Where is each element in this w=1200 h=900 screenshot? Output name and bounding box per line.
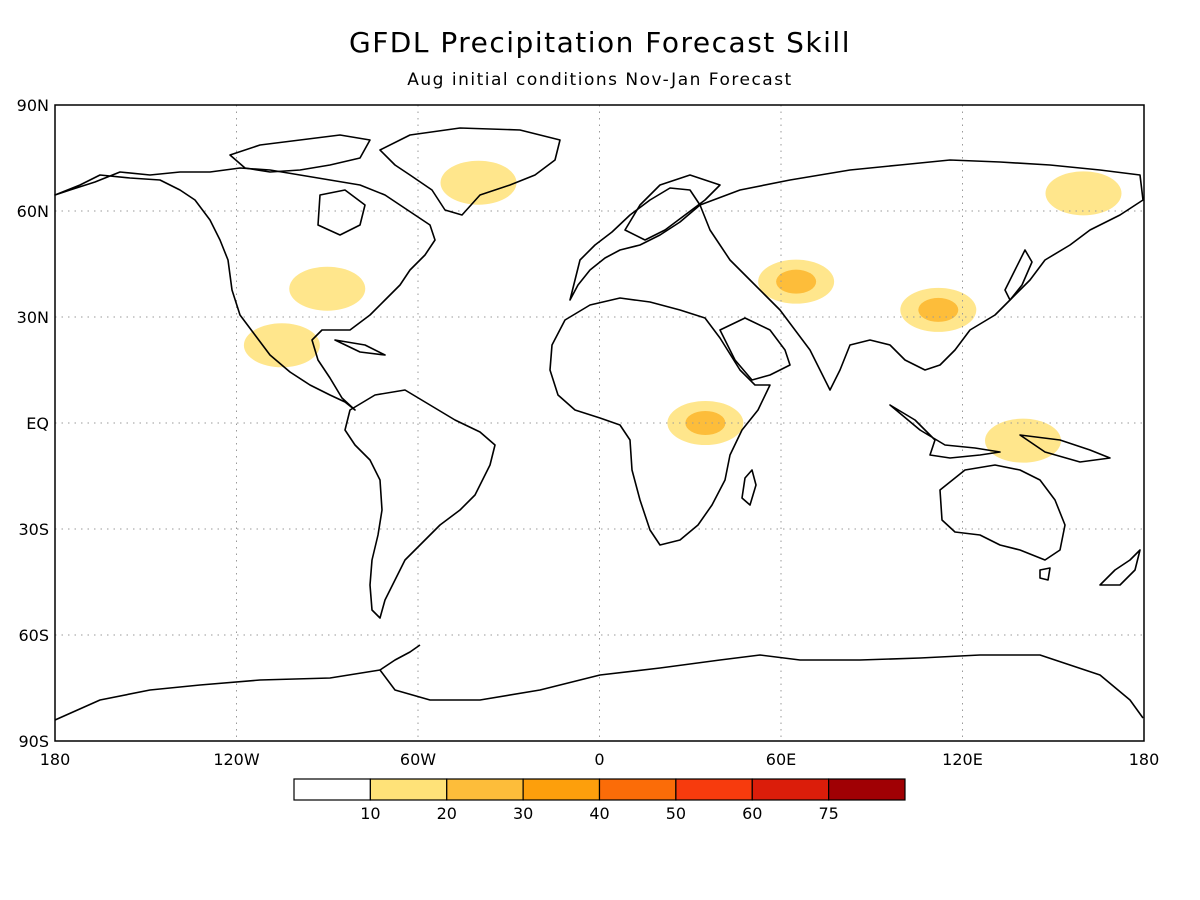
skill-patch-core-central-asia — [776, 269, 817, 294]
colorbar-swatch — [369, 778, 448, 801]
coastline-scandinavia — [624, 174, 721, 241]
colorbar-swatch — [675, 778, 753, 801]
coastline-new-zealand — [1099, 549, 1141, 586]
coastline-new-guinea — [1019, 434, 1111, 463]
skill-patch-mexico — [243, 323, 320, 368]
map-title: GFDL Precipitation Forecast Skill — [349, 26, 851, 59]
coastline-europe — [569, 187, 701, 301]
coastline-greenland — [379, 127, 561, 216]
colorbar-tick-label: 60 — [742, 804, 762, 823]
longitude-labels: 180 120W 60W 0 60E 120E 180 — [40, 750, 1160, 769]
colorbar-swatch — [828, 778, 906, 801]
colorbar-swatch — [522, 778, 601, 801]
lat-label: 30N — [17, 308, 49, 327]
colorbar-tick-label: 20 — [437, 804, 457, 823]
coastline-antarctica — [54, 654, 1144, 721]
coastline-arctic-islands — [229, 134, 371, 173]
colorbar: 10 20 30 40 50 60 75 — [293, 778, 906, 823]
skill-patch-north-america-east — [289, 266, 366, 311]
colorbar-swatch — [598, 778, 677, 801]
skill-patch-core-china — [918, 297, 959, 322]
colorbar-tick-label: 75 — [818, 804, 838, 823]
lon-label: 120E — [942, 750, 983, 769]
skill-patch-greenland — [440, 160, 517, 205]
map-subtitle: Aug initial conditions Nov-Jan Forecast — [407, 70, 793, 90]
latitude-labels: 90N 60N 30N EQ 30S 60S 90S — [17, 96, 49, 751]
colorbar-tick-label: 50 — [666, 804, 686, 823]
coastline-arabia — [719, 317, 791, 381]
coastline-indonesia — [889, 404, 1001, 459]
lon-label: 60W — [400, 750, 436, 769]
coastline-north-america — [54, 167, 436, 411]
colorbar-swatch — [751, 778, 830, 801]
colorbar-tick-label: 10 — [360, 804, 380, 823]
coastline-south-america — [344, 389, 496, 619]
coastline-africa — [549, 297, 771, 546]
coastline-antarctic-peninsula — [379, 644, 421, 671]
coastlines — [54, 127, 1144, 721]
lat-label: 90S — [18, 732, 49, 751]
lon-label: 120W — [213, 750, 260, 769]
lon-label: 0 — [594, 750, 604, 769]
coastline-tasmania — [1039, 567, 1051, 581]
lon-label: 180 — [40, 750, 71, 769]
lat-label: 30S — [18, 520, 49, 539]
skill-patch-maritime-continent — [985, 418, 1061, 463]
coastline-cuba — [334, 339, 386, 356]
coastline-eurasia — [699, 159, 1144, 391]
lon-label: 180 — [1129, 750, 1160, 769]
coastline-hudson-bay — [317, 189, 366, 236]
colorbar-tick-label: 30 — [513, 804, 533, 823]
colorbar-swatch — [293, 778, 371, 801]
lat-label: 60S — [18, 626, 49, 645]
lat-label: EQ — [26, 414, 49, 433]
skill-shading-layer — [243, 160, 1122, 463]
skill-patch-siberia-east — [1045, 171, 1122, 216]
coastline-japan — [1004, 249, 1033, 301]
lat-label: 90N — [17, 96, 49, 115]
colorbar-tick-label: 40 — [589, 804, 609, 823]
lat-label: 60N — [17, 202, 49, 221]
lon-label: 60E — [766, 750, 796, 769]
colorbar-swatch — [446, 778, 524, 801]
coastline-australia — [939, 464, 1066, 561]
coastline-madagascar — [741, 469, 757, 506]
map-frame — [54, 104, 1145, 742]
graticule-lines — [55, 105, 1144, 741]
